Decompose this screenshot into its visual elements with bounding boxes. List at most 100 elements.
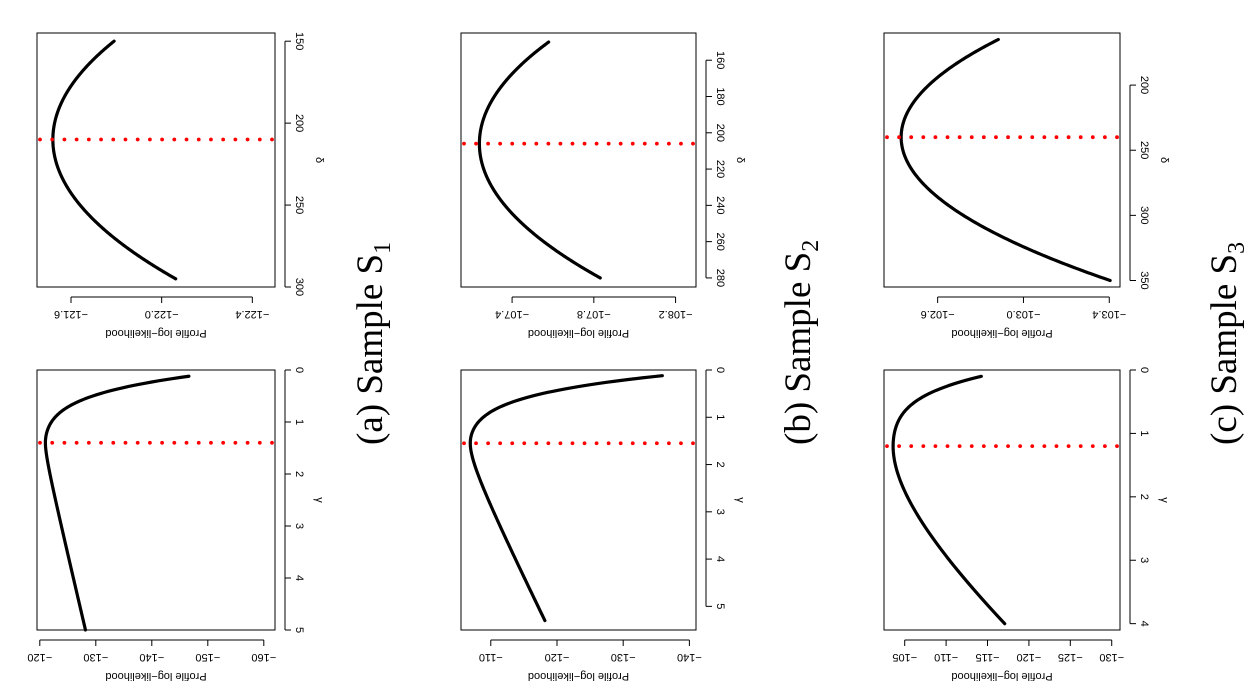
x-tick-label: 260 — [714, 232, 726, 250]
mle-marker-dot — [111, 440, 116, 445]
mle-marker-dot — [221, 440, 226, 445]
y-tick-label: −107.4 — [495, 308, 529, 320]
mle-marker-dot — [582, 441, 587, 446]
mle-marker-dot — [921, 444, 926, 448]
mle-marker-dot — [1115, 444, 1119, 448]
mle-marker-dot — [981, 135, 986, 140]
mle-marker-dot — [1102, 135, 1107, 140]
mle-marker-dot — [618, 441, 623, 446]
mle-marker-dot — [945, 444, 950, 448]
mle-marker-dot — [50, 440, 55, 445]
panel-a-delta: 150 200 250 300 δ −121.6 −122.0 −122.4 Profile l… — [36, 32, 325, 339]
mle-marker-dot — [160, 137, 165, 142]
mle-marker-dot — [582, 141, 587, 146]
plot-frame — [460, 369, 697, 631]
mle-marker-dot — [233, 440, 238, 445]
mle-marker-dot — [1006, 135, 1010, 140]
x-tick-label: 5 — [714, 603, 726, 609]
panel-c-delta: 200 250 300 350 δ −102.6 −103.0 −103.4 Profile l… — [883, 32, 1170, 339]
mle-marker-dot — [486, 141, 491, 146]
mle-marker-dot — [147, 137, 152, 142]
profile-likelihood-curve — [51, 39, 178, 281]
x-tick-label: 4 — [1138, 621, 1150, 627]
mle-marker-dot — [522, 141, 527, 146]
mle-marker-dot — [534, 141, 539, 146]
y-tick-label: −108.2 — [659, 308, 693, 320]
y-axis-title: Profile log−likelihood — [528, 670, 629, 682]
x-axis-title: δ — [313, 157, 325, 163]
mle-marker-dot — [111, 137, 116, 142]
mle-marker-dot — [99, 440, 103, 445]
mle-marker-dot — [498, 441, 503, 446]
plot-frame — [36, 32, 276, 288]
mle-marker-dot — [654, 441, 659, 446]
mle-marker-dot — [62, 440, 67, 445]
profile-likelihood-curve — [468, 374, 664, 623]
profile-likelihood-curve — [899, 37, 1112, 283]
mle-marker-dot — [994, 135, 998, 140]
mle-marker-dot — [270, 440, 274, 445]
mle-marker-dot — [534, 441, 539, 446]
profile-likelihood-curve — [43, 374, 191, 632]
mle-marker-dot — [123, 440, 128, 445]
plot-frame — [36, 369, 276, 631]
y-tick-label: −120 — [1017, 651, 1042, 663]
x-axis-title: γ — [1158, 497, 1170, 503]
x-axis-title: δ — [1158, 157, 1170, 163]
mle-marker-dot — [1054, 444, 1059, 448]
x-tick-label: 0 — [293, 367, 305, 373]
y-tick-label: −120 — [27, 651, 52, 663]
x-tick-label: 0 — [714, 367, 726, 373]
mle-marker-dot — [957, 135, 962, 140]
x-tick-label: 280 — [714, 269, 726, 287]
mle-marker-dot — [38, 440, 42, 445]
y-tick-label: −140 — [139, 651, 164, 663]
x-tick-label: 0 — [1138, 367, 1150, 373]
panel-caption: (c) Sample S3 — [1204, 242, 1250, 445]
mle-marker-dot — [897, 135, 902, 140]
x-tick-label: 200 — [714, 124, 726, 142]
mle-marker-dot — [594, 141, 599, 146]
x-tick-label: 350 — [1138, 271, 1150, 289]
mle-marker-dot — [233, 137, 238, 142]
x-tick-label: 2 — [714, 461, 726, 467]
y-tick-label: −105 — [892, 651, 917, 663]
mle-marker-dot — [1030, 135, 1035, 140]
mle-marker-dot — [1090, 135, 1095, 140]
x-tick-label: 4 — [714, 556, 726, 562]
plot-frame — [883, 369, 1121, 631]
x-tick-label: 3 — [1138, 557, 1150, 563]
mle-marker-dot — [630, 441, 635, 446]
panel-c-gamma: 0 1 2 3 4 γ −105 −110 −115 −120 −125 −130 Profile lo… — [883, 367, 1170, 682]
mle-marker-dot — [981, 444, 986, 448]
y-tick-label: −140 — [677, 651, 702, 663]
mle-marker-dot — [62, 137, 67, 142]
x-tick-label: 1 — [1138, 430, 1150, 436]
panel-b-gamma: 0 1 2 3 4 5 γ −110 −120 −130 −140 Profile log−likel… — [460, 367, 746, 682]
mle-marker-dot — [257, 440, 262, 445]
mle-marker-dot — [570, 141, 575, 146]
x-tick-label: 200 — [1138, 76, 1150, 94]
x-tick-label: 160 — [714, 51, 726, 69]
y-tick-label: −103.0 — [1006, 308, 1040, 320]
mle-marker-dot — [546, 141, 551, 146]
mle-marker-dot — [885, 444, 889, 448]
x-tick-label: 200 — [293, 114, 305, 132]
mle-marker-dot — [86, 137, 91, 142]
mle-marker-dot — [257, 137, 262, 142]
mle-marker-dot — [1042, 444, 1047, 448]
mle-marker-dot — [1090, 444, 1095, 448]
mle-marker-dot — [570, 441, 575, 446]
y-tick-label: −107.8 — [577, 308, 611, 320]
mle-marker-dot — [630, 141, 635, 146]
mle-marker-dot — [474, 441, 478, 446]
mle-marker-dot — [1054, 135, 1059, 140]
mle-marker-dot — [1078, 444, 1083, 448]
y-tick-label: −122.4 — [235, 308, 269, 320]
y-tick-label: −102.6 — [921, 308, 955, 320]
mle-marker-dot — [921, 135, 926, 140]
plot-frame — [883, 32, 1121, 288]
mle-marker-dot — [1066, 444, 1071, 448]
x-tick-label: 150 — [293, 32, 305, 50]
x-tick-label: 220 — [714, 160, 726, 178]
